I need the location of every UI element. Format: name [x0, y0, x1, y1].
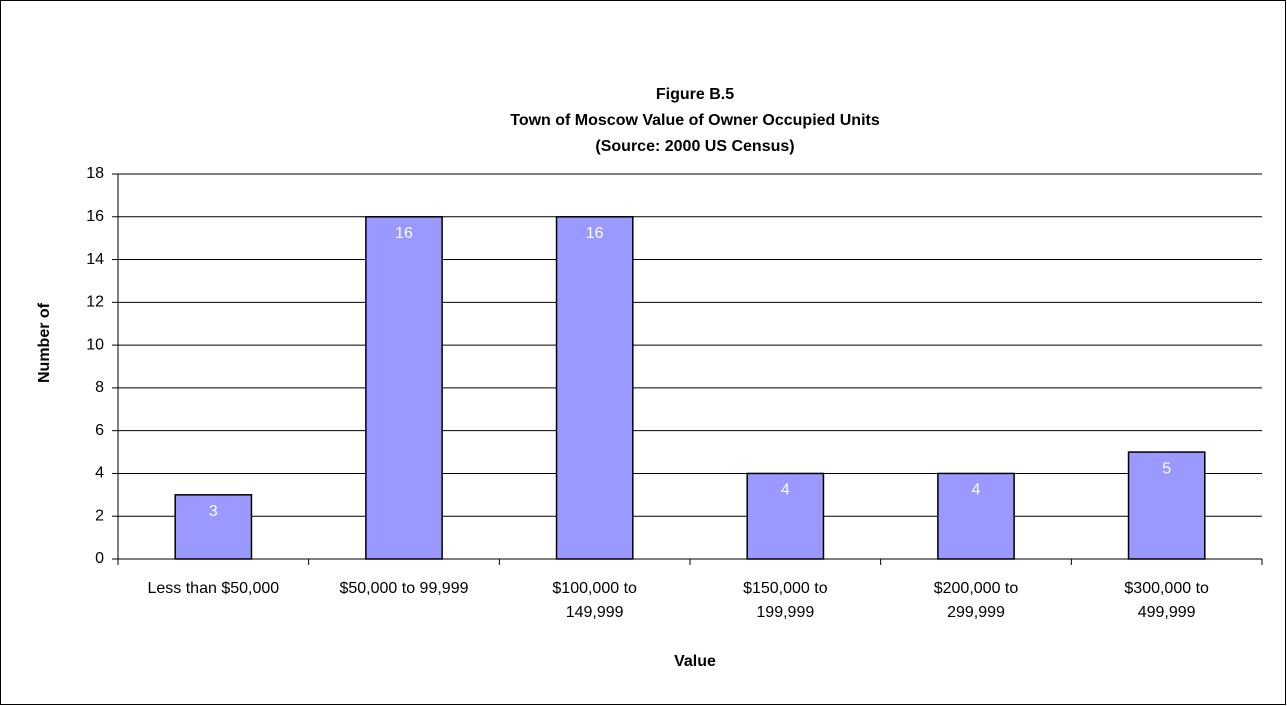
- x-tick-label: $300,000 to 499,999: [1124, 580, 1209, 621]
- bar: [365, 216, 443, 560]
- data-label: 4: [781, 482, 790, 499]
- chart-subtitle: (Source: 2000 US Census): [595, 138, 794, 155]
- y-tick-label: 0: [95, 550, 104, 567]
- y-tick-label: 8: [95, 379, 104, 396]
- x-tick-label: $100,000 to 149,999: [552, 580, 637, 621]
- bar: [555, 216, 634, 560]
- data-label: 5: [1162, 460, 1171, 477]
- y-tick-label: 4: [95, 465, 104, 482]
- y-tick-label: 12: [86, 294, 104, 311]
- y-tick-label: 10: [86, 336, 104, 353]
- bar: [746, 472, 825, 560]
- y-axis-title: Number of: [36, 302, 53, 383]
- x-axis-title: Value: [674, 653, 716, 670]
- data-label: 16: [395, 225, 413, 242]
- data-label: 3: [209, 503, 218, 520]
- chart-title: Figure B.5: [656, 86, 734, 103]
- chart-subtitle: Town of Moscow Value of Owner Occupied U…: [510, 112, 880, 129]
- x-tick-label: Less than $50,000: [147, 580, 280, 597]
- bar: [937, 472, 1015, 560]
- y-tick-label: 2: [95, 507, 104, 524]
- y-tick-label: 16: [86, 208, 104, 225]
- bar: [174, 494, 253, 560]
- x-tick-label: $50,000 to 99,999: [339, 580, 469, 597]
- bar: [1127, 451, 1206, 560]
- data-label: 16: [586, 225, 604, 242]
- x-tick-label: $200,000 to 299,999: [933, 580, 1019, 621]
- data-label: 4: [972, 482, 981, 499]
- y-tick-label: 14: [86, 251, 104, 268]
- y-tick-label: 18: [86, 165, 104, 182]
- y-tick-label: 6: [95, 422, 104, 439]
- x-tick-label: $150,000 to 199,999: [743, 580, 828, 621]
